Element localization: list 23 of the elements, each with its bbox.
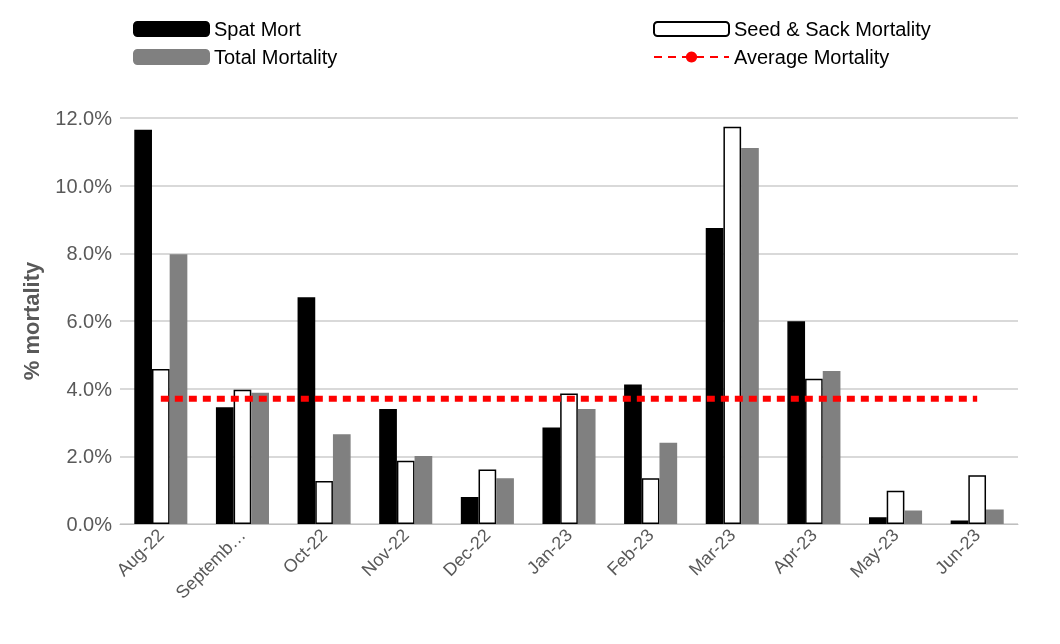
legend-label: Average Mortality: [734, 46, 890, 68]
bar: [822, 371, 841, 524]
y-tick-label: 6.0%: [66, 310, 113, 332]
bar: [169, 254, 188, 524]
y-tick-label: 8.0%: [66, 242, 113, 265]
y-tick-label: 12.0%: [55, 107, 113, 129]
bar: [659, 442, 678, 524]
legend-label: Spat Mort: [214, 18, 302, 40]
bar: [496, 478, 514, 524]
bar: [904, 510, 923, 524]
legend-label: Total Mortality: [214, 46, 338, 68]
y-tick-label: 2.0%: [66, 445, 113, 468]
y-tick-label: 10.0%: [55, 174, 113, 197]
y-tick-label: 4.0%: [66, 377, 113, 400]
bar: [251, 392, 269, 524]
y-tick-label: 0.0%: [66, 513, 113, 535]
bar: [986, 509, 1004, 524]
bar: [414, 456, 433, 524]
legend-label: Seed & Sack Mortality: [734, 18, 931, 40]
bar: [332, 434, 351, 524]
bar: [577, 408, 596, 524]
y-axis-title: % mortality: [18, 260, 44, 381]
bar: [741, 148, 759, 524]
